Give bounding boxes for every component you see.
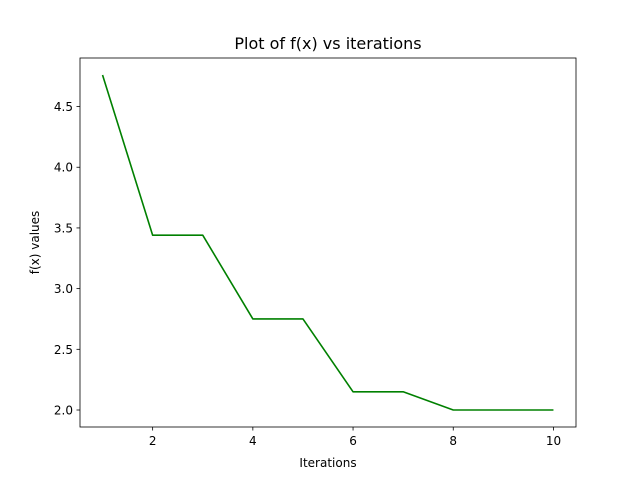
y-axis: 2.0 2.5 3.0 3.5 4.0 4.5 xyxy=(54,100,80,418)
plot-area xyxy=(101,74,554,411)
x-tick-label: 6 xyxy=(349,434,357,448)
y-tick-label: 3.5 xyxy=(54,221,73,235)
chart-title: Plot of f(x) vs iterations xyxy=(234,34,421,53)
y-tick-label: 4.5 xyxy=(54,100,73,114)
x-tick-label: 10 xyxy=(546,434,561,448)
plot-frame xyxy=(79,57,577,428)
y-tick-label: 2.0 xyxy=(54,404,73,418)
y-axis-label: f(x) values xyxy=(28,211,42,275)
y-tick-label: 3.0 xyxy=(54,282,73,296)
y-tick-label: 2.5 xyxy=(54,343,73,357)
x-tick-label: 8 xyxy=(449,434,457,448)
x-tick-label: 2 xyxy=(149,434,157,448)
x-axis: 2 4 6 8 10 xyxy=(149,427,561,448)
y-tick-label: 4.0 xyxy=(54,161,73,175)
x-tick-label: 4 xyxy=(249,434,257,448)
x-axis-label: Iterations xyxy=(299,456,356,470)
series-line xyxy=(101,74,554,411)
